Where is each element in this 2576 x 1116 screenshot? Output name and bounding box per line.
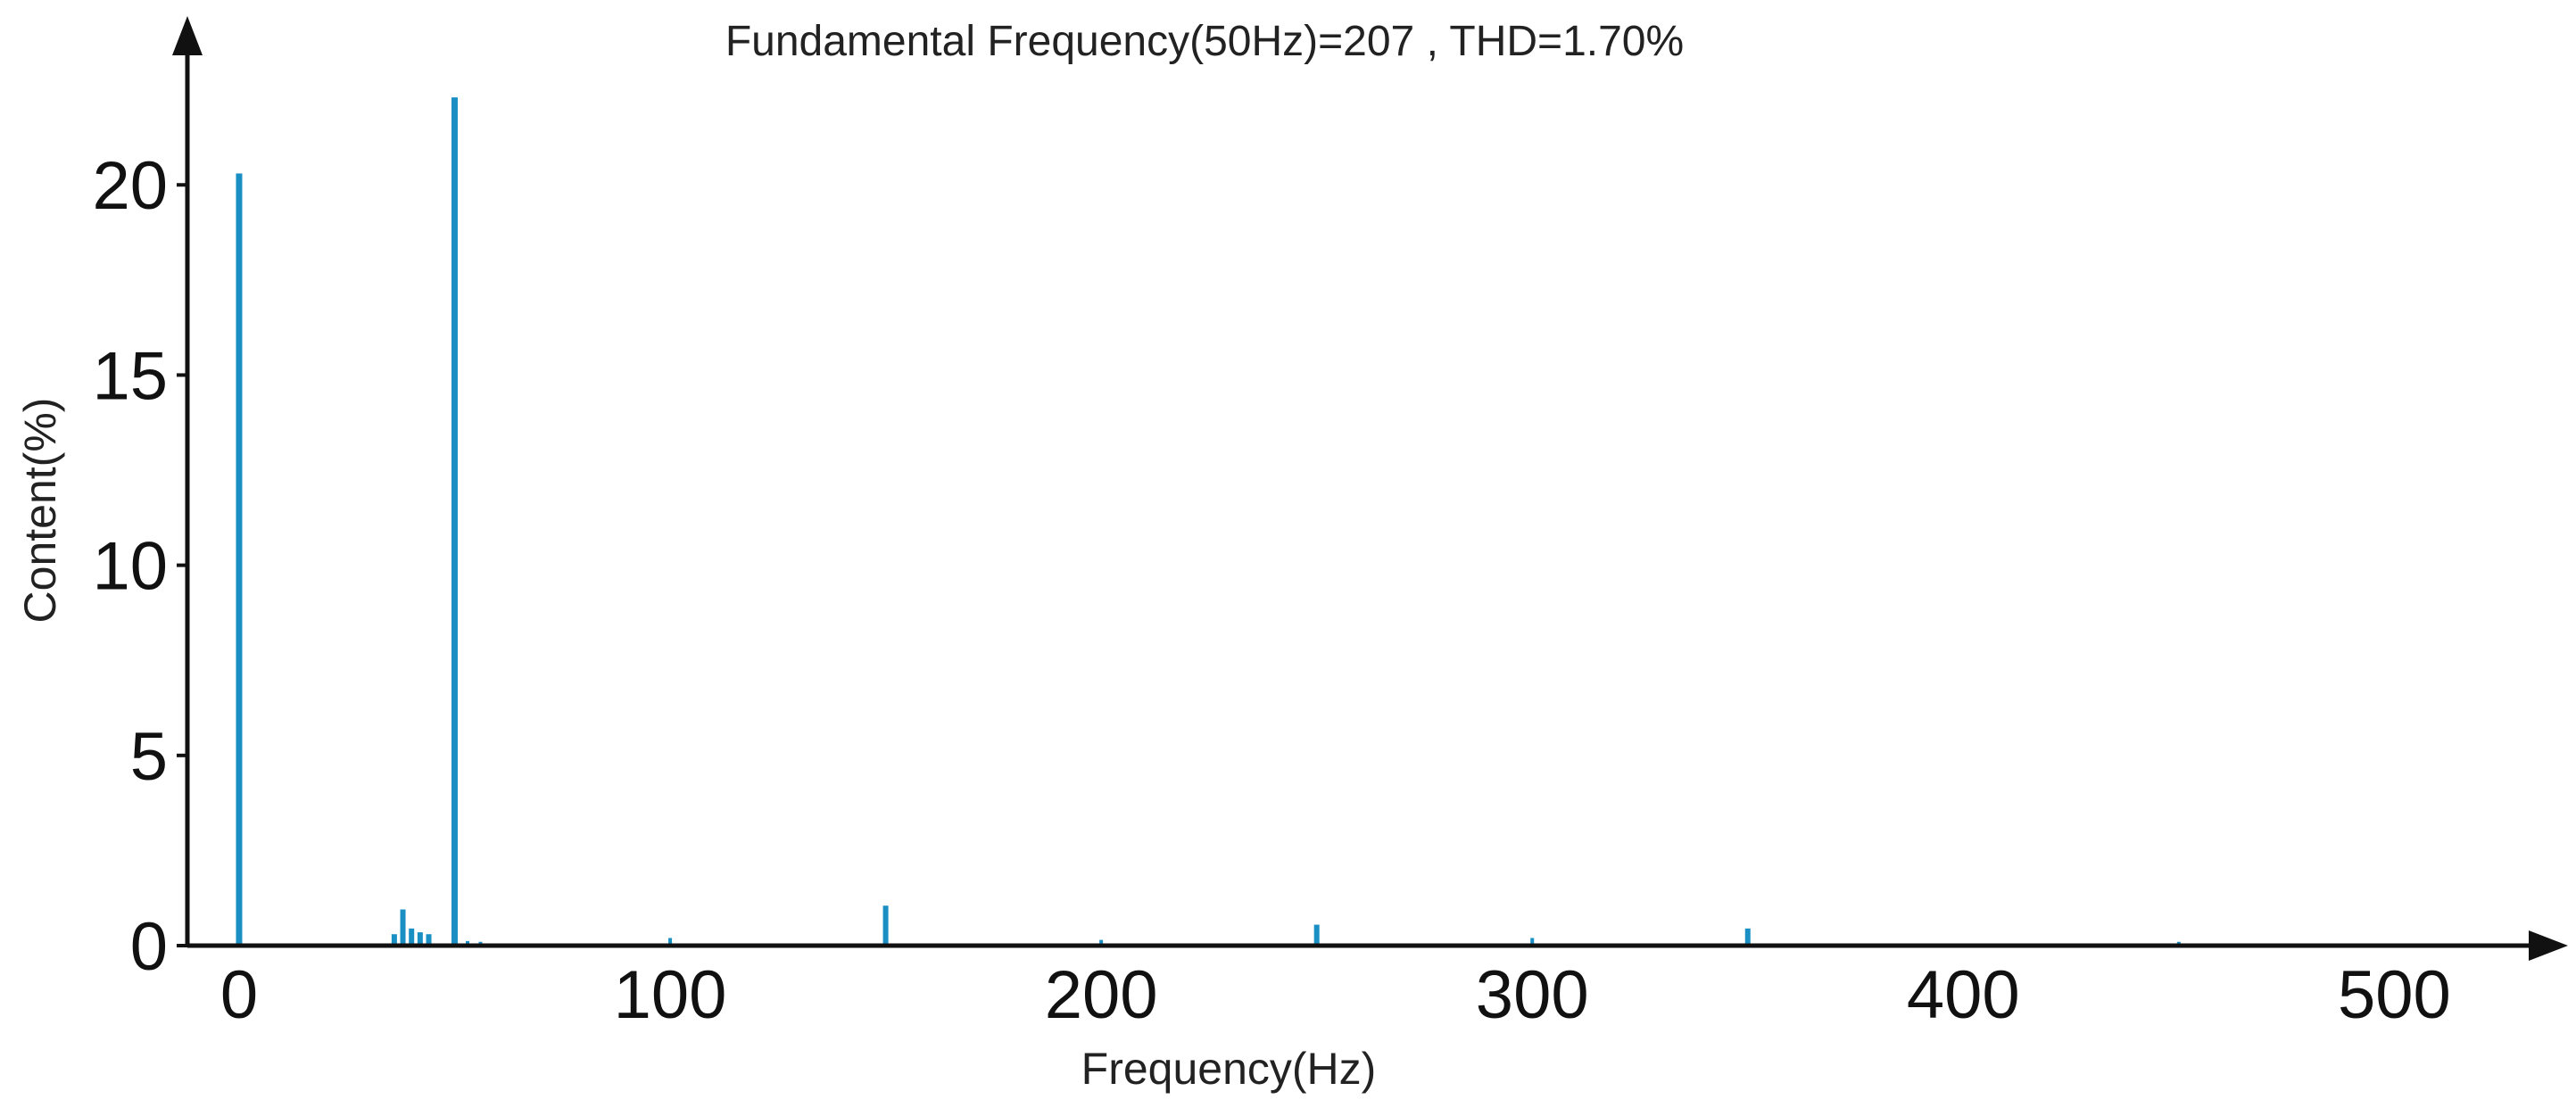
bar-250hz [1313, 924, 1320, 946]
bar-40hz [409, 928, 415, 946]
bar-350hz [1744, 928, 1751, 946]
y-tick-label-20: 20 [92, 148, 168, 224]
x-tick-label-400: 400 [1907, 957, 2020, 1033]
x-axis-title: Frequency(Hz) [1081, 1044, 1377, 1094]
y-tick-label-15: 15 [92, 338, 168, 414]
y-axis-arrow [172, 16, 203, 55]
x-tick-label-200: 200 [1045, 957, 1158, 1033]
y-tick-label-0: 0 [130, 909, 168, 985]
bar-44hz [426, 934, 432, 946]
bar-53hz [466, 940, 469, 946]
bar-50hz [451, 97, 459, 947]
bar-300hz [1530, 938, 1535, 946]
bars-group [236, 97, 2181, 947]
chart-title: Fundamental Frequency(50Hz)=207 , THD=1.… [725, 18, 1684, 65]
x-tick-label-300: 300 [1476, 957, 1589, 1033]
y-tick-label-10: 10 [92, 529, 168, 605]
y-ticks-group: 0 5 10 15 20 [92, 148, 187, 985]
bar-36hz [391, 934, 397, 946]
x-tick-label-500: 500 [2338, 957, 2451, 1033]
bar-100hz [668, 938, 673, 946]
bar-150hz [882, 905, 889, 946]
y-tick-label-5: 5 [130, 719, 168, 795]
bar-0hz [236, 173, 243, 946]
bar-38hz [400, 909, 406, 946]
x-axis-arrow [2529, 930, 2568, 961]
y-axis-title: Content(%) [15, 398, 65, 624]
x-ticks-group: 0 100 200 300 400 500 [220, 957, 2451, 1033]
x-tick-label-0: 0 [220, 957, 258, 1033]
bar-42hz [417, 932, 423, 946]
x-tick-label-100: 100 [614, 957, 727, 1033]
bar-200hz [1099, 939, 1104, 946]
